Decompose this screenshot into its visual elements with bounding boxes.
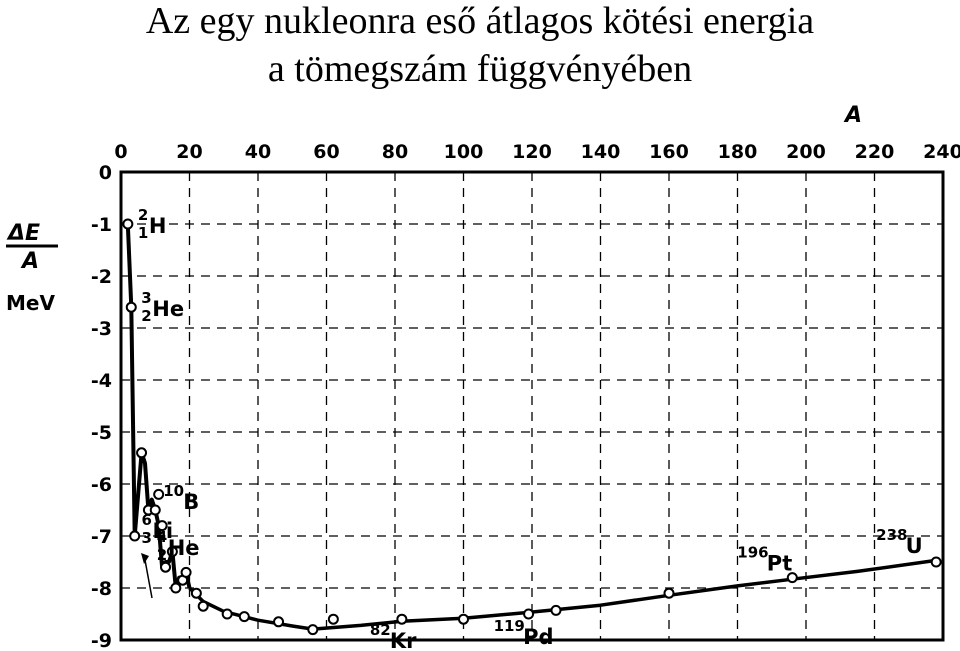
data-point xyxy=(307,624,319,636)
y-axis-unit: MeV xyxy=(6,291,55,315)
chart-title-line-2: a tömegszám függvényében xyxy=(267,48,693,90)
y-tick-label: -4 xyxy=(91,370,112,392)
data-point xyxy=(170,582,182,594)
series-line-heavy-nuclei xyxy=(188,558,937,631)
annotation-mass-number: 4 xyxy=(157,528,167,546)
annotation-mass-number: 119 xyxy=(494,617,525,635)
data-point xyxy=(136,447,148,459)
annotation-mass-number: 6 xyxy=(142,511,152,529)
data-point xyxy=(156,520,168,532)
y-tick-labels: 0 -1 -2 -3 -4 -5 -6 -7 -8 -9 xyxy=(91,162,112,651)
data-point xyxy=(125,301,137,313)
x-tick-label: 120 xyxy=(512,141,552,163)
annotation-symbol: He xyxy=(168,536,200,560)
x-tick-label: 100 xyxy=(444,141,484,163)
annotation-atomic-number: 3 xyxy=(142,529,152,547)
annotation-mass-number: 2 xyxy=(138,206,148,224)
x-tick-label: 80 xyxy=(382,141,408,163)
annotation-he-4: 42 He xyxy=(157,528,200,564)
x-tick-label: 160 xyxy=(649,141,689,163)
data-point xyxy=(129,530,141,542)
annotation-symbol: He xyxy=(152,297,184,321)
annotation-atomic-number: 2 xyxy=(141,307,151,325)
x-tick-label: 200 xyxy=(786,141,826,163)
data-point xyxy=(197,600,209,612)
y-tick-label: 0 xyxy=(99,162,112,184)
data-point xyxy=(153,488,165,500)
data-point xyxy=(122,218,134,230)
x-tick-label: 20 xyxy=(176,141,202,163)
annotation-mass-number: 196 xyxy=(737,544,768,562)
annotation-he-3: 32 He xyxy=(141,289,184,325)
data-point xyxy=(458,613,469,625)
data-point xyxy=(180,566,192,578)
y-tick-label: -3 xyxy=(91,318,112,340)
he4-pointer-arrowhead xyxy=(141,553,149,564)
data-point xyxy=(149,504,161,516)
annotation-symbol: Li xyxy=(153,519,174,543)
data-point xyxy=(930,556,942,568)
data-markers xyxy=(122,218,942,636)
data-point xyxy=(238,611,250,623)
x-tick-label: 40 xyxy=(245,141,271,163)
annotation-b-10: 10 B xyxy=(163,482,199,514)
x-tick-label: 240 xyxy=(923,141,960,163)
data-point xyxy=(786,572,798,584)
x-tick-label: 60 xyxy=(313,141,339,163)
x-tick-label: 220 xyxy=(855,141,895,163)
data-point xyxy=(190,587,202,599)
data-point xyxy=(663,587,675,599)
annotation-li-6: 63 Li xyxy=(142,511,174,547)
y-tick-label: -2 xyxy=(91,266,112,288)
data-point xyxy=(523,608,535,620)
annotation-symbol: U xyxy=(906,534,923,558)
y-axis-label-numerator: ΔE xyxy=(6,221,40,246)
plot-frame xyxy=(119,170,945,642)
x-tick-labels: 0 20 40 60 80 100 120 140 160 180 200 220 240 xyxy=(114,141,960,163)
annotation-symbol: Kr xyxy=(390,629,417,651)
he4-pointer-arrow xyxy=(144,559,153,599)
annotation-symbol: H xyxy=(149,214,167,238)
data-point xyxy=(396,613,408,625)
annotation-atomic-number: 2 xyxy=(157,546,167,564)
x-tick-label: 0 xyxy=(114,141,127,163)
y-tick-label: -1 xyxy=(91,214,112,236)
annotation-h-2: 21 H xyxy=(138,206,167,242)
data-point xyxy=(166,546,178,558)
data-point xyxy=(273,616,285,628)
annotation-mass-number: 238 xyxy=(876,526,907,544)
annotation-mass-number: 3 xyxy=(141,289,151,307)
x-tick-label: 180 xyxy=(718,141,758,163)
annotation-kr-82: 82 Kr xyxy=(370,621,417,651)
x-tick-label: 140 xyxy=(581,141,621,163)
y-tick-label: -6 xyxy=(91,474,112,496)
data-point xyxy=(327,613,339,625)
annotation-atomic-number: 1 xyxy=(138,224,148,242)
y-tick-label: -8 xyxy=(91,578,112,600)
annotation-symbol: B xyxy=(183,490,199,514)
annotation-symbol: Pt xyxy=(767,552,792,576)
annotation-symbol: Pd xyxy=(523,625,553,649)
data-point xyxy=(160,561,172,573)
annotation-mass-number: 82 xyxy=(370,621,391,639)
x-axis-label: A xyxy=(843,103,862,128)
chart-title-line-1: Az egy nukleonra eső átlagos kötési ener… xyxy=(145,0,815,42)
grid xyxy=(121,172,943,640)
y-tick-label: -7 xyxy=(91,526,112,548)
y-tick-label: -5 xyxy=(91,422,112,444)
y-axis-label-denominator: A xyxy=(20,249,39,274)
data-point xyxy=(221,608,233,620)
data-point xyxy=(550,604,562,616)
y-tick-label: -9 xyxy=(91,630,112,651)
annotation-mass-number: 10 xyxy=(163,482,184,500)
